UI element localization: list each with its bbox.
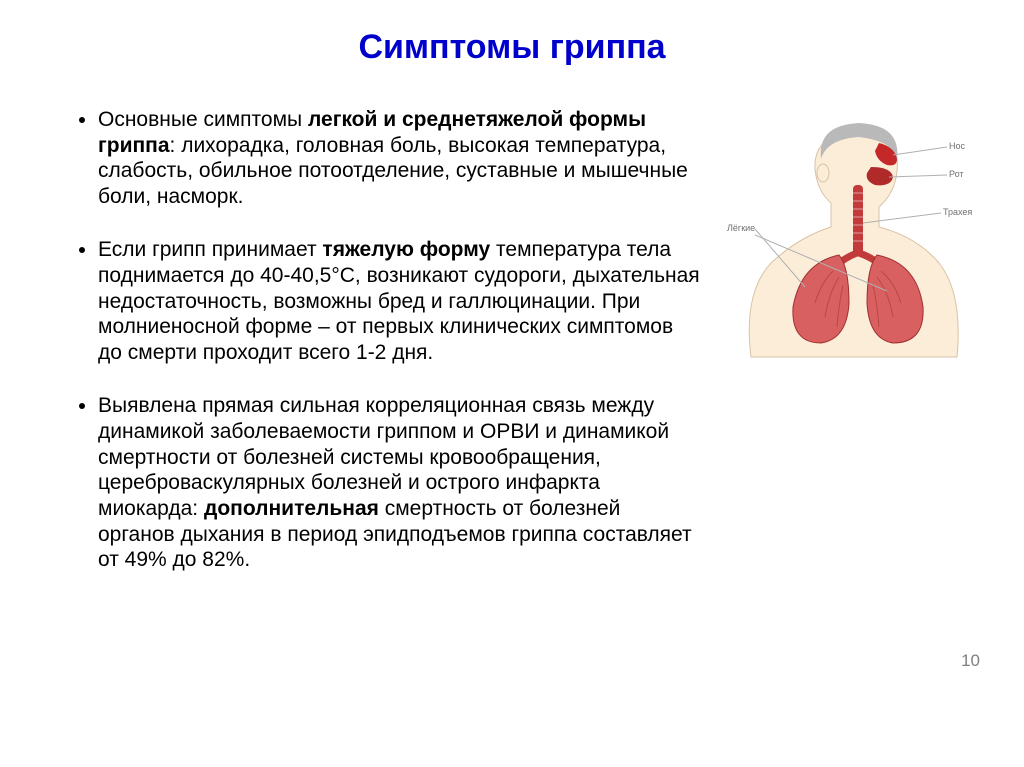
bullet-item: Если грипп принимает тяжелую форму темпе… xyxy=(98,237,700,365)
slide: Симптомы гриппа Основные симптомы легкой… xyxy=(0,0,1024,767)
text-column: Основные симптомы легкой и среднетяжелой… xyxy=(40,107,700,573)
anatomy-figure: Лёгкие Нос Рот Трахея xyxy=(721,107,977,363)
bullet-item: Основные симптомы легкой и среднетяжелой… xyxy=(98,107,700,209)
bullet-post: : лихорадка, головная боль, высокая темп… xyxy=(98,134,688,208)
label-lungs: Лёгкие xyxy=(727,223,755,233)
ear xyxy=(817,164,829,182)
bullet-pre: Основные симптомы xyxy=(98,108,308,131)
bullet-bold: дополнительная xyxy=(204,497,379,520)
label-mouth: Рот xyxy=(949,169,964,179)
bullet-pre: Если грипп принимает xyxy=(98,238,322,261)
anatomy-svg xyxy=(721,107,977,363)
bullet-bold: тяжелую форму xyxy=(322,238,490,261)
content-row: Основные симптомы легкой и среднетяжелой… xyxy=(40,107,984,573)
image-column: Лёгкие Нос Рот Трахея xyxy=(714,107,984,363)
page-number: 10 xyxy=(961,651,980,671)
label-trachea: Трахея xyxy=(943,207,972,217)
label-nose: Нос xyxy=(949,141,965,151)
bullet-list: Основные симптомы легкой и среднетяжелой… xyxy=(40,107,700,573)
trachea xyxy=(853,185,863,255)
bullet-item: Выявлена прямая сильная корреляционная с… xyxy=(98,393,700,572)
slide-title: Симптомы гриппа xyxy=(40,28,984,67)
